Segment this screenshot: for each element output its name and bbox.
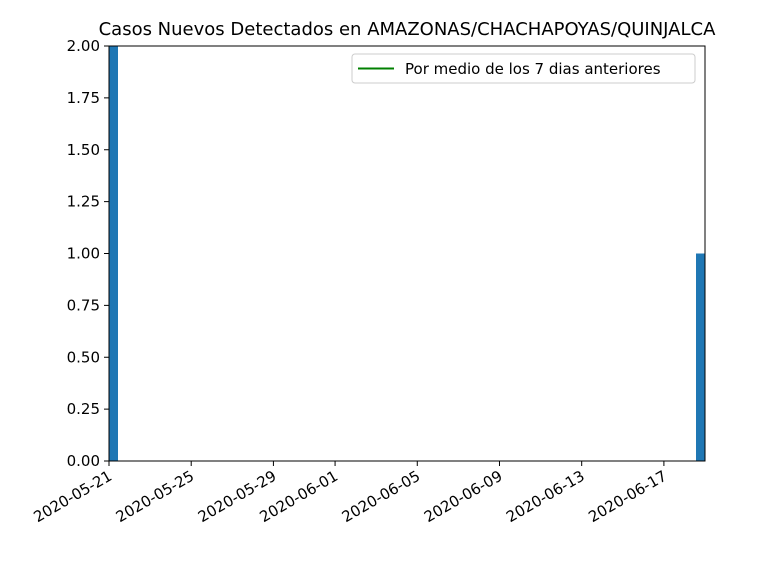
bar-2020-06-19 — [696, 253, 705, 461]
legend-box — [351, 53, 696, 84]
y-tick-label: 0.25 — [67, 400, 100, 418]
plot-frame — [108, 45, 706, 462]
x-tick-label: 2020-06-09 — [421, 467, 506, 526]
y-tick-label: 0.00 — [67, 452, 100, 470]
y-tick-label: 1.25 — [67, 193, 100, 211]
bar-2020-05-21 — [109, 46, 118, 461]
legend: Por medio de los 7 dias anteriores — [351, 53, 696, 84]
y-tick-label: 0.50 — [67, 348, 100, 366]
x-tick-label: 2020-06-17 — [585, 467, 670, 526]
y-tick-label: 1.75 — [67, 89, 100, 107]
x-tick-label: 2020-05-21 — [30, 467, 115, 526]
y-tick-label: 0.75 — [67, 296, 100, 314]
bars-layer — [109, 46, 705, 461]
y-tick-label: 2.00 — [67, 37, 100, 55]
y-tick-label: 1.50 — [67, 141, 100, 159]
legend-label: Por medio de los 7 dias anteriores — [405, 60, 661, 78]
x-tick-label: 2020-06-13 — [503, 467, 588, 526]
chart-title: Casos Nuevos Detectados en AMAZONAS/CHAC… — [99, 19, 716, 40]
y-tick-label: 1.00 — [67, 245, 100, 263]
x-tick-label: 2020-06-05 — [339, 467, 424, 526]
y-axis: 0.00 0.25 0.50 0.75 1.00 1.25 1.50 1.75 2.00 — [67, 37, 109, 470]
x-tick-label: 2020-05-25 — [113, 467, 198, 526]
x-axis: 2020-05-212020-05-252020-05-292020-06-01… — [30, 461, 670, 526]
